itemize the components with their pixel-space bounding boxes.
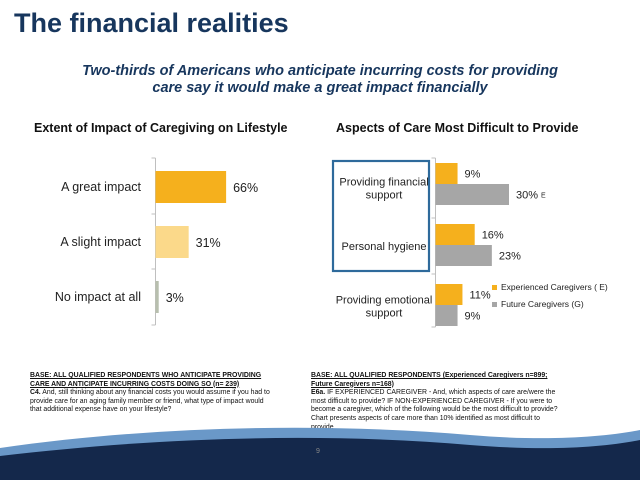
right-category-label: Personal hygiene bbox=[341, 241, 426, 253]
experienced-bar bbox=[435, 284, 463, 305]
right-category-label: Providing emotional bbox=[336, 295, 433, 307]
right-value-label: 23% bbox=[499, 251, 521, 263]
legend-label-future: Future Caregivers (G) bbox=[501, 299, 584, 309]
experienced-bar bbox=[435, 224, 475, 245]
left-value-label: 3% bbox=[166, 291, 184, 305]
future-bar bbox=[435, 184, 509, 205]
subtitle-line-2: care say it would make a great impact fi… bbox=[152, 80, 488, 96]
significance-annotation: E bbox=[541, 193, 546, 200]
highlight-box bbox=[331, 159, 431, 273]
right-value-label: 9% bbox=[465, 169, 481, 181]
right-base-question: E6a. IF EXPERIENCED CAREGIVER - And, whi… bbox=[311, 389, 558, 414]
legend-label-experienced: Experienced Caregivers ( E) bbox=[501, 282, 608, 292]
page-title: The financial realities bbox=[14, 8, 289, 38]
experienced-bar bbox=[435, 163, 458, 184]
footer-wave-dark bbox=[0, 437, 640, 480]
legend-swatch-experienced bbox=[492, 285, 497, 290]
right-value-label: 9% bbox=[465, 311, 481, 323]
right-value-label: 11% bbox=[469, 290, 490, 302]
subtitle-line-1: Two-thirds of Americans who anticipate i… bbox=[82, 63, 558, 79]
left-bar bbox=[155, 281, 159, 313]
right-value-label: 30% bbox=[516, 190, 538, 202]
left-base-question: C4. And, still thinking about any financ… bbox=[30, 389, 270, 414]
right-category-label: support bbox=[366, 308, 403, 320]
right-value-label: 16% bbox=[482, 230, 504, 242]
subtitle: Two-thirds of Americans who anticipate i… bbox=[40, 63, 600, 97]
page-number: 9 bbox=[316, 448, 320, 455]
left-base-note: BASE: ALL QUALIFIED RESPONDENTS WHO ANTI… bbox=[30, 372, 275, 415]
legend-swatch-future bbox=[492, 302, 497, 307]
future-bar bbox=[435, 305, 458, 326]
left-value-label: 66% bbox=[233, 181, 258, 195]
impact-bar-chart: A great impact 66% A slight impact 31% No im… bbox=[55, 157, 258, 326]
right-category-label: Providing financial bbox=[339, 177, 428, 189]
right-category-label: support bbox=[366, 190, 403, 202]
left-bar bbox=[155, 226, 189, 258]
right-base-note: BASE: ALL QUALIFIED RESPONDENTS (Experie… bbox=[311, 372, 561, 432]
left-value-label: 31% bbox=[196, 236, 221, 250]
right-base-note-text: Chart presents aspects of care more than… bbox=[311, 414, 540, 431]
left-category-label: A great impact bbox=[61, 180, 141, 194]
right-base-heading: BASE: ALL QUALIFIED RESPONDENTS (Experie… bbox=[311, 372, 548, 388]
future-bar bbox=[435, 245, 492, 266]
footer-wave-light bbox=[0, 427, 640, 480]
left-chart-title: Extent of Impact of Caregiving on Lifest… bbox=[34, 121, 288, 135]
left-category-label: No impact at all bbox=[55, 290, 141, 304]
right-chart-title: Aspects of Care Most Difficult to Provid… bbox=[336, 121, 579, 135]
left-base-heading: BASE: ALL QUALIFIED RESPONDENTS WHO ANTI… bbox=[30, 372, 262, 388]
left-category-label: A slight impact bbox=[60, 235, 141, 249]
left-bar bbox=[155, 171, 227, 203]
